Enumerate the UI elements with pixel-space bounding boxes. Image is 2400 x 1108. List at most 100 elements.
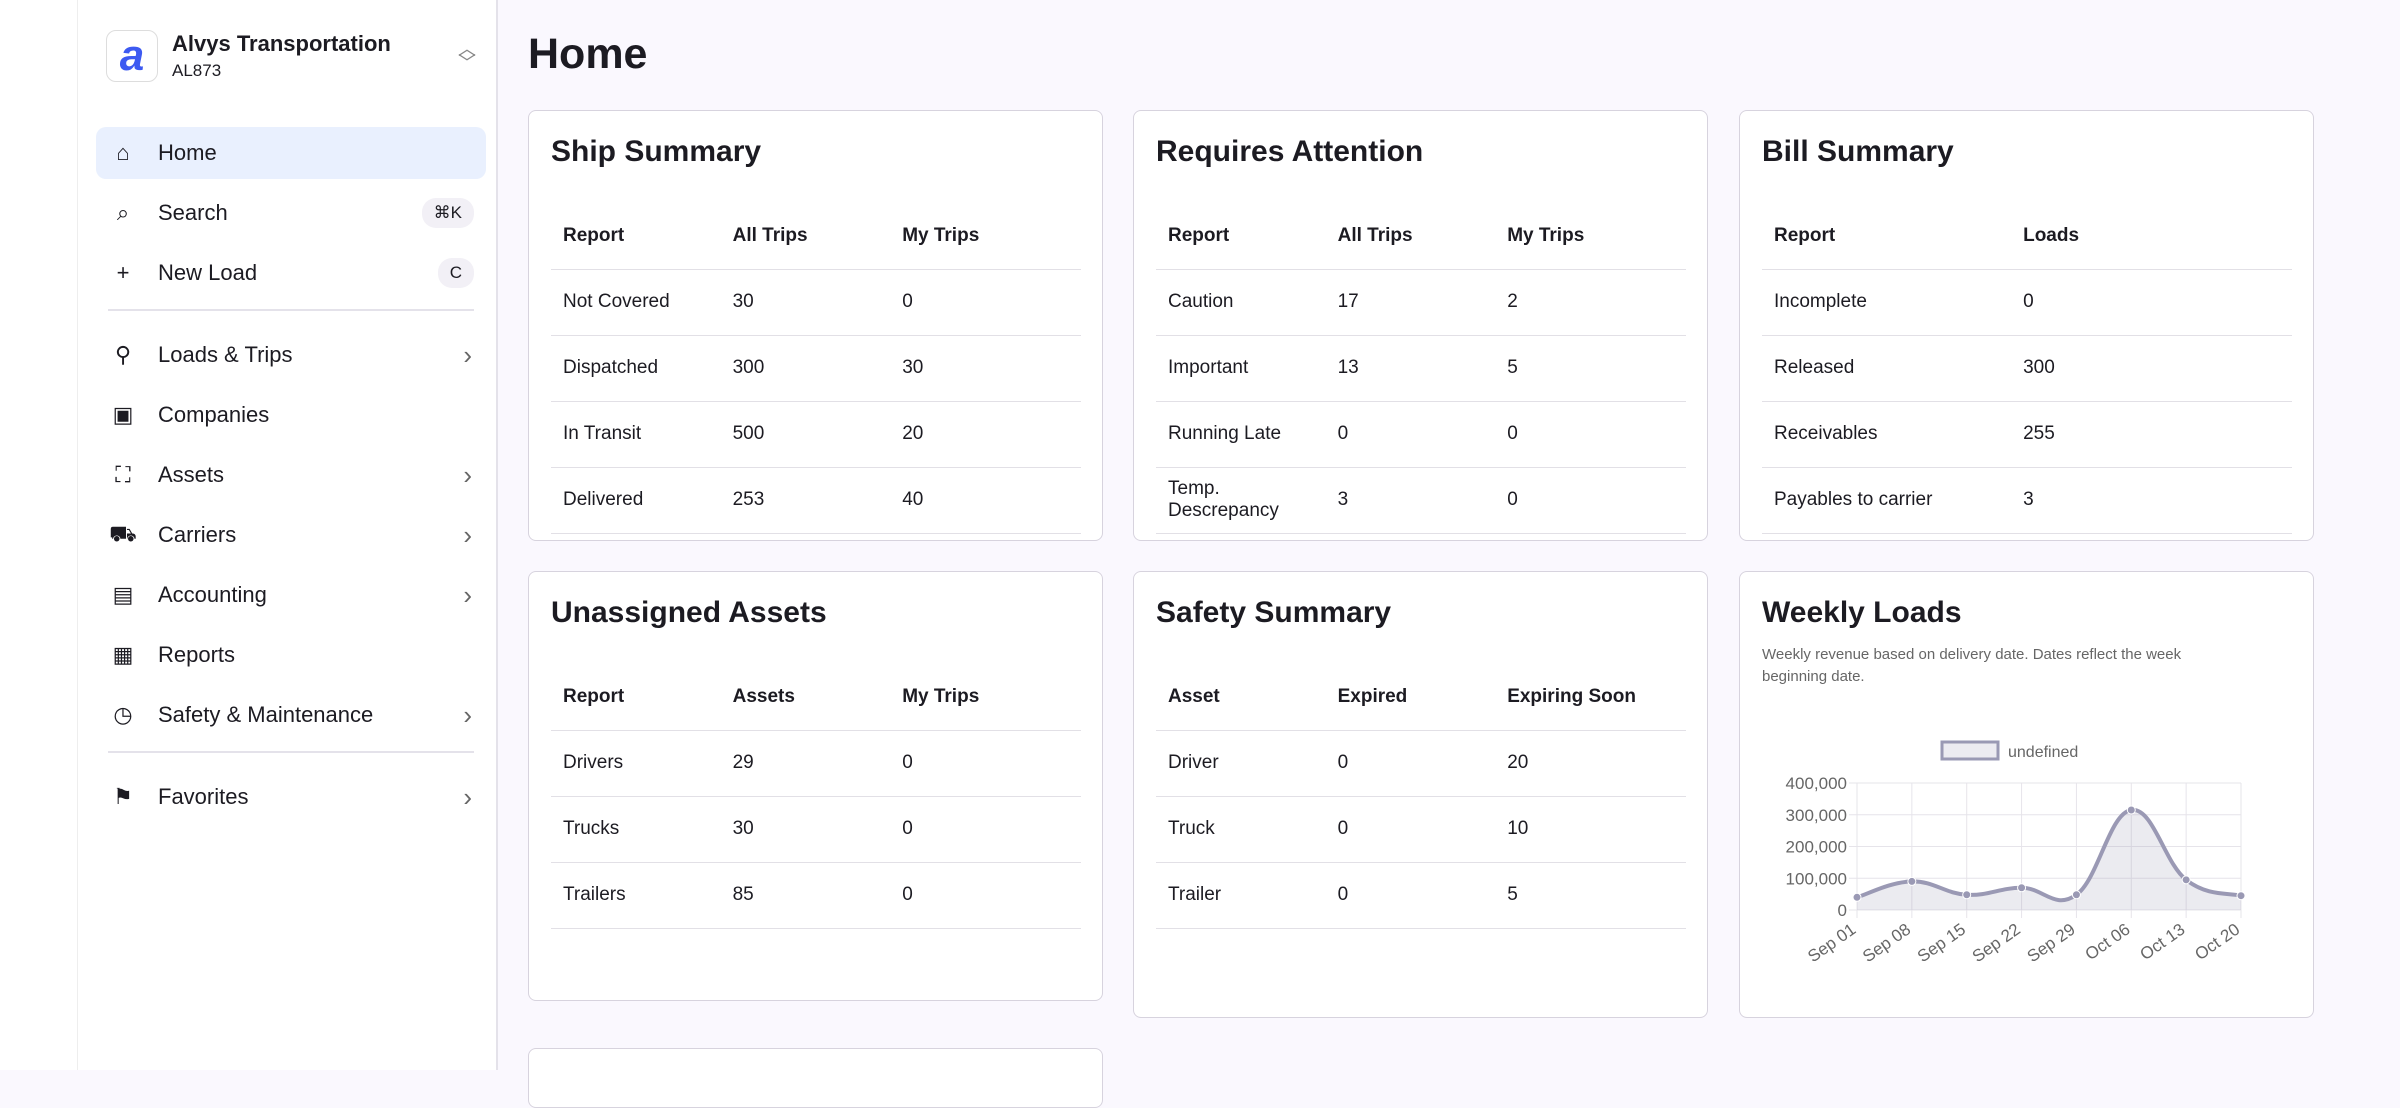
table-cell: 0 [890,730,1081,797]
table-cell: 0 [2011,269,2292,336]
data-point[interactable] [2126,805,2136,815]
column-header: All Trips [1325,203,1496,270]
y-tick-label: 200,000 [1786,838,1847,857]
x-tick-label: Sep 29 [2024,920,2079,966]
summary-table: Asset Expired Expiring Soon Driver 0 20 Truck 0… [1156,664,1686,929]
table-row[interactable]: Payables to carrier 3 [1762,467,2292,534]
clipboard-clock-icon: ◷ [113,702,133,727]
table-cell: Trucks [551,796,721,863]
table-cell: 0 [1325,796,1496,863]
table-cell: 30 [720,269,891,336]
table-row[interactable]: Drivers 29 0 [551,730,1081,797]
table-row[interactable]: Receivables 255 [1762,401,2292,468]
sidebar-item-favorites[interactable]: ⚑ Favorites › [96,771,486,823]
card-safety-summary: Safety Summary Asset Expired Expiring Soon D… [1133,571,1708,1018]
table-row[interactable]: Important 13 5 [1156,335,1686,402]
data-point[interactable] [2071,890,2081,900]
data-point[interactable] [2181,875,2191,885]
data-point[interactable] [2236,891,2246,901]
sidebar-item-loads-trips[interactable]: ⚲ Loads & Trips › [96,329,486,381]
table-cell: Trailer [1156,862,1326,929]
card-title: Ship Summary [551,135,762,168]
series-line [1856,807,2242,903]
table-cell: 30 [890,335,1081,402]
y-tick-label: 100,000 [1786,869,1847,888]
sidebar-item-companies[interactable]: ▣ Companies [96,389,486,441]
card-unassigned-assets: Unassigned Assets Report Assets My Trips Dri… [528,571,1103,1001]
table-row[interactable]: Truck 0 10 [1156,796,1686,863]
chevron-up-down-icon[interactable]: ︿ ﹀ [458,39,476,73]
sidebar-item-accounting[interactable]: ▤ Accounting › [96,569,486,621]
data-point[interactable] [1907,876,1917,886]
sidebar-item-assets[interactable]: ⛶ Assets › [96,449,486,501]
table-row[interactable]: Running Late 0 0 [1156,401,1686,468]
sidebar-item-reports[interactable]: ▦ Reports [96,629,486,681]
table-cell: 20 [1495,730,1686,797]
contact-book-icon: ▣ [112,402,134,427]
sidebar-item-safety-maintenance[interactable]: ◷ Safety & Maintenance › [96,689,486,741]
table-cell: Released [1762,335,2012,402]
series-area [1857,809,2241,910]
sidebar-item-label: New Load [158,260,258,285]
column-header: Report [1156,203,1326,270]
column-header: Report [551,664,721,731]
table-cell: Running Late [1156,401,1326,468]
table-cell: Trailers [551,862,721,929]
sidebar-item-label: Carriers [158,522,237,547]
sidebar-nav: ⌂ Home ⌕ Search ⌘K + New Load C ⚲ Loads & Trips › ▣… [96,127,486,831]
window-edge [0,0,78,1070]
sidebar-item-label: Reports [158,642,236,667]
column-header: Loads [2011,203,2292,270]
table-cell: Important [1156,335,1326,402]
table-row[interactable]: Delivered 253 40 [551,467,1081,534]
truck-icon: ⛟ [109,520,137,546]
table-row[interactable]: Incomplete 0 [1762,269,2292,336]
table-row[interactable]: Trailers 85 0 [551,862,1081,929]
table-row[interactable]: Released 300 [1762,335,2292,402]
chevron-right-icon: › [463,579,472,610]
data-point[interactable] [1852,892,1862,902]
column-header: Assets [720,664,891,731]
table-row[interactable]: Caution 17 2 [1156,269,1686,336]
sidebar-item-new-load[interactable]: + New Load C [96,247,486,299]
sidebar-item-search[interactable]: ⌕ Search ⌘K [96,187,486,239]
sidebar-item-carriers[interactable]: ⛟ Carriers › [96,509,486,561]
table-row[interactable]: Trucks 30 0 [551,796,1081,863]
table-row[interactable]: Dispatched 300 30 [551,335,1081,402]
table-cell: Driver [1156,730,1326,797]
table-row[interactable]: Not Covered 30 0 [551,269,1081,336]
column-header: Expired [1325,664,1496,731]
table-cell: 30 [720,796,891,863]
legend-label: undefined [2008,744,2078,761]
column-header: My Trips [1495,203,1686,270]
table-row[interactable]: Driver 0 20 [1156,730,1686,797]
table-cell: 0 [890,862,1081,929]
page-title: Home [528,30,648,78]
shortcut-badge: ⌘K [421,198,474,228]
table-row[interactable]: Temp. Descrepancy 3 0 [1156,467,1686,534]
report-icon: ▦ [112,642,134,667]
table-cell: Not Covered [551,269,721,336]
card-title: Unassigned Assets [551,596,827,629]
sidebar-item-home[interactable]: ⌂ Home [96,127,486,179]
org-switcher[interactable]: a Alvys Transportation AL873 ︿ ﹀ [106,30,476,82]
data-point[interactable] [1962,890,1972,900]
table-row[interactable]: In Transit 500 20 [551,401,1081,468]
table-cell: Dispatched [551,335,721,402]
table-cell: Drivers [551,730,721,797]
divider [108,751,474,753]
summary-table: Report All Trips My Trips Caution 17 2 Importa… [1156,203,1686,534]
sidebar-item-label: Accounting [158,582,267,607]
x-tick-label: Sep 22 [1969,920,2024,966]
y-tick-label: 0 [1838,901,1847,920]
table-cell: 3 [2011,467,2292,534]
chevron-right-icon: › [463,339,472,370]
table-header: Report Loads [1762,203,2292,270]
org-id: AL873 [172,61,222,80]
hierarchy-icon: ⛶ [115,462,131,487]
table-cell: 5 [1495,862,1686,929]
data-point[interactable] [2017,883,2027,893]
table-row[interactable]: Trailer 0 5 [1156,862,1686,929]
column-header: My Trips [890,203,1081,270]
ledger-icon: ▤ [112,582,134,607]
